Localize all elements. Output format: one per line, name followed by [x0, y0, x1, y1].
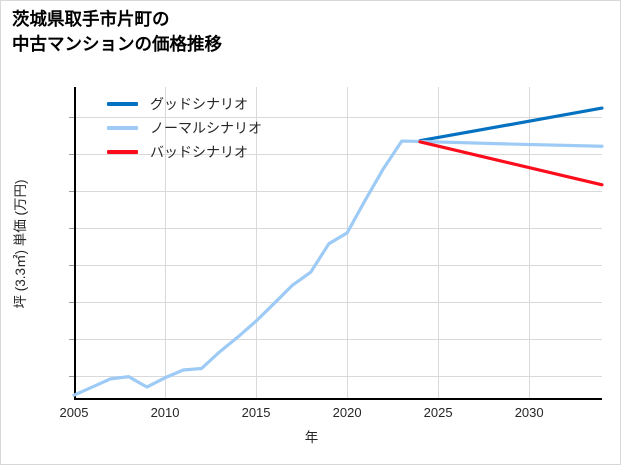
- x-tick-label: 2025: [423, 405, 453, 420]
- x-tick-label: 2020: [332, 405, 362, 420]
- gridline-vertical: [529, 87, 531, 400]
- series-line: [418, 106, 604, 143]
- y-tick-mark: [69, 227, 74, 229]
- x-tick-label: 2015: [241, 405, 271, 420]
- gridline-horizontal: [74, 190, 602, 192]
- gridline-horizontal: [74, 116, 602, 118]
- gridline-horizontal: [74, 375, 602, 377]
- gridline-vertical: [165, 87, 167, 400]
- x-tick-label: 2030: [514, 405, 544, 420]
- legend-swatch-bad: [107, 150, 138, 154]
- y-tick-mark: [69, 153, 74, 155]
- y-axis-title-label: 坪 (3.3㎡) 単価 (万円): [13, 178, 28, 309]
- chart-title-line-2: 中古マンションの価格推移: [12, 34, 222, 54]
- legend-item-bad[interactable]: バッドシナリオ: [107, 141, 317, 165]
- series-line: [418, 140, 604, 187]
- gridline-vertical: [438, 87, 440, 400]
- plot-area: [69, 87, 604, 400]
- gridline-horizontal: [74, 227, 602, 229]
- y-tick-mark: [69, 116, 74, 118]
- chart-legend: グッドシナリオ ノーマルシナリオ バッドシナリオ: [107, 93, 317, 165]
- legend-label-normal: ノーマルシナリオ: [150, 120, 262, 136]
- legend-item-good[interactable]: グッドシナリオ: [107, 93, 317, 117]
- gridline-horizontal: [74, 264, 602, 266]
- chart-title: 茨城県取手市片町の中古マンションの価格推移: [12, 7, 222, 57]
- gridline-vertical: [347, 87, 349, 400]
- series-line: [72, 139, 604, 397]
- y-tick-mark: [69, 264, 74, 266]
- gridline-horizontal: [74, 153, 602, 155]
- legend-item-normal[interactable]: ノーマルシナリオ: [107, 117, 317, 141]
- x-tick-label: 2010: [150, 405, 180, 420]
- y-axis-title: 坪 (3.3㎡) 単価 (万円): [9, 87, 29, 400]
- x-axis-title-label: 年: [304, 430, 319, 445]
- y-tick-mark: [69, 338, 74, 340]
- chart-title-line-1: 茨城県取手市片町の: [12, 9, 170, 29]
- legend-label-good: グッドシナリオ: [150, 96, 248, 112]
- x-tick-label: 2005: [59, 405, 89, 420]
- x-axis-title: 年: [1, 426, 621, 446]
- legend-swatch-good: [107, 102, 138, 106]
- gridline-horizontal: [74, 338, 602, 340]
- y-tick-mark: [69, 190, 74, 192]
- legend-swatch-normal: [107, 126, 138, 130]
- y-tick-mark: [69, 301, 74, 303]
- legend-label-bad: バッドシナリオ: [150, 144, 248, 160]
- y-tick-mark: [69, 375, 74, 377]
- plot-frame: [74, 87, 602, 400]
- gridline-horizontal: [74, 301, 602, 303]
- series-layer: [72, 106, 604, 397]
- gridline-vertical: [256, 87, 258, 400]
